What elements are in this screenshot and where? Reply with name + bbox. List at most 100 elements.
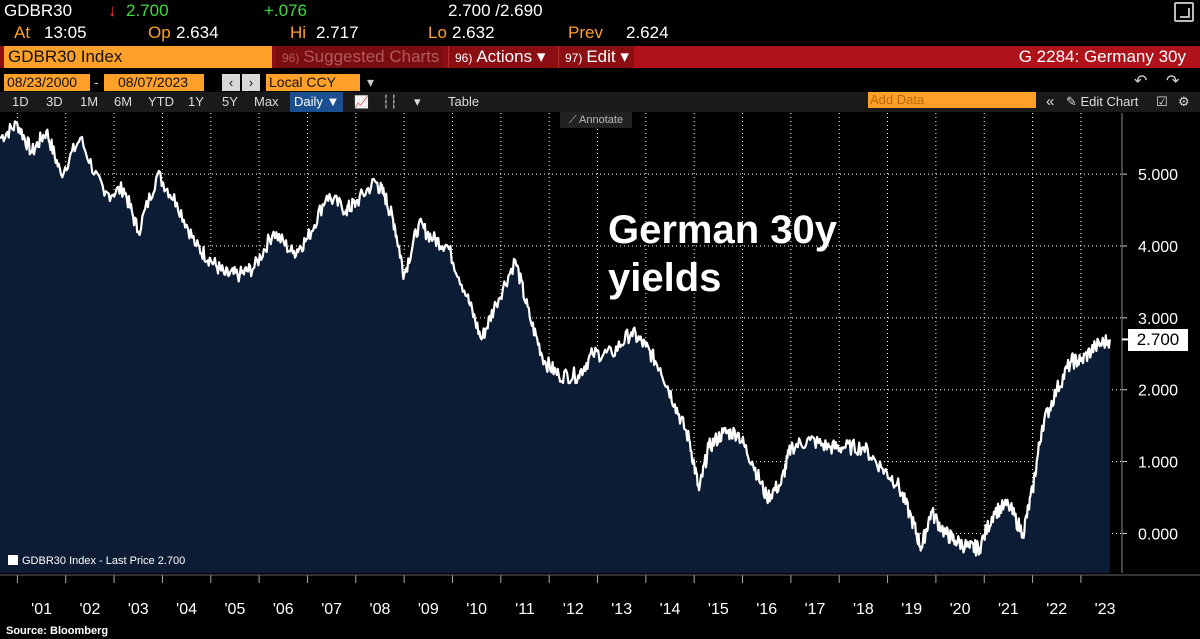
yield-chart[interactable]: 0.000 1.000 2.000 3.000 4.000 5.000 '01 '02 '03…	[0, 113, 1200, 626]
last-value-label: 2.700	[1128, 329, 1188, 351]
quote-row-2: At 13:05 Op 2.634 Hi 2.717 Lo 2.632 Prev…	[0, 22, 1200, 44]
end-date-input[interactable]: 08/07/2023	[104, 74, 204, 91]
y-tick-label: 3.000	[1138, 311, 1178, 328]
net-change: +.076	[264, 1, 308, 20]
high-value: 2.717	[316, 23, 359, 42]
x-tick-label: '02	[79, 601, 100, 618]
y-axis: 0.000 1.000 2.000 3.000 4.000 5.000	[1121, 113, 1178, 573]
down-arrow-icon: ↓	[108, 1, 117, 20]
x-tick-label: '12	[563, 601, 584, 618]
gear-icon[interactable]: ⚙	[1178, 94, 1190, 109]
low-value: 2.632	[452, 23, 495, 42]
prev-period-button[interactable]: ‹	[222, 74, 240, 91]
edit-chart-button[interactable]: ✎ Edit Chart	[1066, 94, 1139, 109]
high-label: Hi	[290, 23, 307, 42]
x-axis: '01 '02 '03 '04 '05 '06 '07 '08 '09 '10 '11 '12 '13 '…	[0, 574, 1200, 618]
x-tick-label: '23	[1095, 601, 1116, 618]
chevron-down-icon: ▾	[366, 74, 374, 90]
yield-line	[0, 120, 1111, 557]
actions-menu[interactable]: 96) Actions ▾	[448, 46, 554, 68]
range-1y[interactable]: 1Y	[188, 94, 204, 109]
start-date-input[interactable]: 08/23/2000	[4, 74, 90, 91]
y-tick-label: 1.000	[1138, 455, 1178, 472]
last-price: 2.700	[126, 1, 169, 20]
chart-function-title: G 2284: Germany 30y	[634, 46, 1200, 68]
y-tick-label: 2.000	[1138, 383, 1178, 400]
bid-ask: 2.700 /2.690	[448, 1, 543, 20]
x-tick-label: '08	[370, 601, 391, 618]
edit-num: 97)	[565, 51, 583, 65]
x-tick-label: '13	[611, 601, 632, 618]
redo-icon[interactable]: ↷	[1166, 73, 1180, 90]
currency-value: Local CCY	[269, 74, 336, 90]
currency-select[interactable]: Local CCY ▾	[266, 74, 374, 91]
range-3d[interactable]: 3D	[46, 94, 63, 109]
x-tick-label: '11	[515, 601, 535, 618]
yield-area-fill	[0, 121, 1110, 574]
x-tick-label: '20	[950, 601, 971, 618]
suggested-charts-button[interactable]: 96) Suggested Charts	[276, 46, 442, 68]
expand-icon[interactable]	[1174, 2, 1194, 22]
table-button[interactable]: Table	[448, 94, 480, 109]
annotate-button[interactable]: ⟋ Annotate	[560, 112, 632, 128]
date-separator: -	[94, 74, 99, 90]
ticker-symbol[interactable]: GDBR30	[4, 1, 73, 20]
headline-line-1: German 30y	[608, 208, 838, 252]
time-value: 13:05	[44, 23, 87, 42]
frequency-select[interactable]: Daily ▼	[290, 92, 344, 112]
add-data-input[interactable]: Add Data	[868, 92, 1036, 108]
edit-menu[interactable]: 97) Edit ▾	[558, 46, 634, 68]
actions-num: 96)	[455, 51, 473, 65]
prev-value: 2.624	[626, 23, 669, 42]
pin-icon[interactable]: ☑	[1156, 94, 1168, 109]
x-tick-label: '03	[128, 601, 149, 618]
time-label: At	[14, 23, 31, 42]
range-1d[interactable]: 1D	[12, 94, 29, 109]
actions-label: Actions ▾	[476, 47, 546, 66]
chart-headline: German 30y yields	[608, 206, 968, 302]
undo-icon[interactable]: ↶	[1134, 73, 1148, 90]
date-range-row: 08/23/2000 - 08/07/2023 ‹ › Local CCY ▾ …	[0, 72, 1200, 92]
chevron-down-icon[interactable]: ▾	[414, 94, 421, 109]
x-tick-label: '09	[418, 601, 439, 618]
x-tick-label: '06	[273, 601, 294, 618]
x-tick-label: '17	[805, 601, 826, 618]
y-tick-label: 5.000	[1138, 167, 1178, 184]
legend-swatch	[8, 555, 18, 565]
title-bar: GDBR30 Index 96) Suggested Charts 96) Acti…	[0, 46, 1200, 68]
open-value: 2.634	[176, 23, 219, 42]
open-label: Op	[148, 23, 171, 42]
range-1m[interactable]: 1M	[80, 94, 99, 109]
x-tick-label: '07	[321, 601, 342, 618]
collapse-icon[interactable]: «	[1046, 93, 1055, 110]
range-max[interactable]: Max	[254, 94, 279, 109]
chart-toolbar: 1D 3D 1M 6M YTD 1Y 5Y Max Daily ▼ 📈 ┆┆ ▾…	[0, 92, 1200, 112]
x-tick-label: '18	[853, 601, 874, 618]
x-tick-label: '15	[708, 601, 729, 618]
source-note: Source: Bloomberg	[6, 625, 109, 637]
prev-label: Prev	[568, 23, 603, 42]
edit-label: Edit ▾	[586, 47, 629, 66]
bar-chart-icon[interactable]: ┆┆	[382, 94, 398, 109]
range-5y[interactable]: 5Y	[222, 94, 238, 109]
x-tick-label: '01	[31, 601, 52, 618]
x-tick-label: '21	[998, 601, 1019, 618]
range-ytd[interactable]: YTD	[148, 94, 174, 109]
suggested-num: 96)	[282, 51, 300, 65]
headline-line-2: yields	[608, 256, 722, 300]
x-tick-label: '22	[1046, 601, 1067, 618]
suggested-label: Suggested Charts	[303, 47, 440, 66]
next-period-button[interactable]: ›	[242, 74, 260, 91]
x-tick-label: '19	[901, 601, 922, 618]
range-6m[interactable]: 6M	[114, 94, 133, 109]
y-tick-label: 4.000	[1138, 239, 1178, 256]
line-chart-icon[interactable]: 📈	[354, 95, 369, 109]
legend-label: GDBR30 Index - Last Price 2.700	[22, 555, 186, 567]
x-tick-label: '04	[176, 601, 197, 618]
x-tick-label: '05	[225, 601, 246, 618]
y-tick-label: 0.000	[1138, 526, 1178, 543]
security-name[interactable]: GDBR30 Index	[4, 46, 272, 68]
x-tick-label: '16	[756, 601, 777, 618]
quote-row-1: GDBR30 ↓ 2.700 +.076 2.700 /2.690	[0, 0, 1200, 22]
chart-legend: GDBR30 Index - Last Price 2.700	[8, 553, 185, 570]
